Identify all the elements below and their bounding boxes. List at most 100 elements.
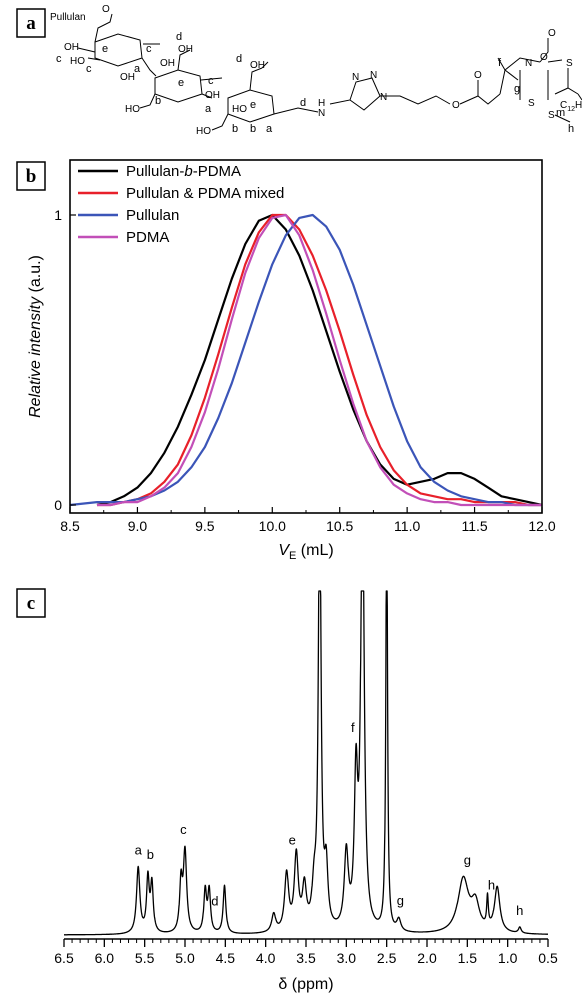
nmr-x-tick-label-4: 4.5 — [216, 950, 236, 966]
legend-label-pdma: PDMA — [126, 229, 169, 246]
site-label-h: h — [568, 123, 574, 135]
site-label-b-2: b — [232, 123, 238, 135]
sec-y-tick-label-1: 1 — [54, 207, 62, 223]
atom-oh-5: OH — [205, 90, 220, 101]
atom-o-5: O — [548, 28, 556, 39]
atom-o-2: O — [452, 100, 460, 111]
legend-label-pullulan: Pullulan — [126, 207, 179, 224]
atom-o-1: O — [102, 4, 110, 15]
structure-bonds — [77, 13, 582, 131]
nmr-peak-label-2: c — [180, 822, 187, 837]
site-label-d-2: d — [236, 53, 242, 65]
sec-x-tick-label-2: 9.5 — [195, 518, 215, 534]
atom-n-amine: N — [318, 108, 325, 119]
sec-series-line-0 — [96, 213, 543, 507]
nmr-x-tick-label-1: 6.0 — [95, 950, 115, 966]
nmr-x-tick-label-6: 3.5 — [296, 950, 316, 966]
site-label-a-3: a — [266, 123, 273, 135]
nmr-x-tick-label-5: 4.0 — [256, 950, 276, 966]
nmr-x-tick-label-9: 2.0 — [417, 950, 437, 966]
atom-oh-6: OH — [250, 60, 265, 71]
nmr-series-group — [63, 590, 549, 936]
sec-series-line-1 — [97, 213, 542, 507]
sec-x-tick-label-3: 10.0 — [259, 518, 286, 534]
nmr-peak-label-8: h — [488, 878, 495, 893]
atom-ho-1: HO — [70, 56, 85, 67]
nmr-spectrum-line — [63, 590, 549, 936]
site-label-a-1: a — [134, 63, 141, 75]
atom-s-3: S — [548, 110, 555, 121]
sec-ticks: 8.5 9.0 9.5 10.0 10.5 11.0 11.5 12.0 0 1 — [54, 207, 556, 534]
pullulan-label: Pullulan — [50, 12, 86, 23]
nmr-peak-label-4: e — [289, 833, 296, 848]
atom-s-2: S — [566, 58, 573, 69]
legend-label-pullulan-b-pdma: Pullulan-b-PDMA — [126, 163, 241, 180]
nmr-x-tick-label-10: 1.5 — [458, 950, 478, 966]
sec-x-tick-label-0: 8.5 — [60, 518, 80, 534]
panel-c-nmr-spectrum: c 6.5 6.0 5.5 5.0 4.5 4.0 3.5 3.0 2.5 2.0 1.5 1.0 0.… — [0, 576, 582, 996]
atom-ho-4: HO — [232, 104, 247, 115]
atom-n-1: N — [352, 72, 359, 83]
nmr-axis: 6.5 6.0 5.5 5.0 4.5 4.0 3.5 3.0 2.5 2.0 1.5 1.0 0.5 — [54, 938, 558, 966]
atom-h: H — [318, 98, 325, 109]
alkyl-chain-label: C12H25 — [560, 100, 582, 113]
sec-series-group — [69, 213, 543, 507]
panel-c-label: c — [27, 593, 35, 614]
atom-o-3: O — [474, 70, 482, 81]
nmr-x-tick-label-7: 3.0 — [337, 950, 357, 966]
panel-b-sec-chart: b 8.5 9.0 9.5 10.0 10.5 11.0 11.5 12.0 0 1 Pullul… — [0, 148, 582, 576]
nmr-x-tick-label-2: 5.5 — [135, 950, 155, 966]
sec-x-axis-title: VE (mL) — [278, 542, 333, 562]
nmr-x-axis-title: δ (ppm) — [278, 976, 333, 993]
nmr-x-tick-label-12: 0.5 — [538, 950, 558, 966]
site-label-e-2: e — [178, 77, 184, 89]
atom-oh-1: OH — [64, 42, 79, 53]
atom-ho-2: HO — [125, 104, 140, 115]
atom-n-3: N — [380, 92, 387, 103]
panel-b-label-box — [16, 161, 46, 191]
nmr-peak-label-7: g — [464, 853, 471, 868]
atom-oh-4: OH — [178, 44, 193, 55]
sec-series-line-2 — [69, 213, 542, 507]
sec-chart-svg: b 8.5 9.0 9.5 10.0 10.5 11.0 11.5 12.0 0 1 Pullul… — [16, 159, 556, 562]
site-label-e-1: e — [102, 43, 108, 55]
sec-x-tick-label-6: 11.5 — [461, 518, 487, 534]
site-label-c-4: c — [208, 75, 214, 87]
sec-y-tick-label-0: 0 — [54, 497, 62, 513]
nmr-chart-svg: c 6.5 6.0 5.5 5.0 4.5 4.0 3.5 3.0 2.5 2.0 1.5 1.0 0.… — [16, 588, 558, 993]
nmr-peak-label-3: d — [211, 894, 218, 909]
nmr-peak-label-5: f — [351, 720, 355, 735]
atom-o-4: O — [540, 52, 548, 63]
nmr-x-tick-label-11: 1.0 — [498, 950, 518, 966]
panel-a-structure: a Pullu — [0, 0, 582, 150]
nmr-peak-label-1: b — [147, 847, 154, 862]
sec-series-line-3 — [97, 213, 542, 507]
nmr-x-tick-label-3: 5.0 — [175, 950, 195, 966]
site-label-c-3: c — [146, 43, 152, 55]
nmr-x-tick-label-0: 6.5 — [54, 950, 74, 966]
atom-s-1: S — [528, 98, 535, 109]
nmr-peak-label-0: a — [135, 842, 143, 857]
site-label-b-1: b — [155, 95, 161, 107]
nmr-peak-labels: a b c d e f g g h h — [135, 720, 524, 918]
sec-legend: Pullulan-b-PDMA Pullulan & PDMA mixed Pu… — [78, 163, 284, 246]
site-label-c-2: c — [86, 63, 92, 75]
panel-a-label-box — [16, 8, 46, 38]
atom-oh-3: OH — [160, 58, 175, 69]
panel-c-label-box — [16, 588, 46, 618]
sec-y-axis-title: Relative intensity (a.u.) — [27, 255, 44, 418]
nmr-peak-label-6: g — [397, 893, 404, 908]
nmr-x-tick-label-8: 2.5 — [377, 950, 397, 966]
legend-label-mixed: Pullulan & PDMA mixed — [126, 185, 284, 202]
atom-ho-3: HO — [196, 126, 211, 137]
structure-diagram: a Pullu — [16, 4, 582, 137]
atom-oh-2: OH — [120, 72, 135, 83]
atom-n-4: N — [525, 58, 532, 69]
nmr-peak-label-9: h — [516, 903, 523, 918]
sec-x-tick-label-5: 11.0 — [394, 518, 420, 534]
site-label-a-2: a — [205, 103, 212, 115]
site-label-f: f — [498, 57, 502, 69]
site-label-g: g — [514, 83, 520, 95]
panel-a-label: a — [26, 13, 36, 34]
site-label-m: m — [556, 107, 565, 119]
